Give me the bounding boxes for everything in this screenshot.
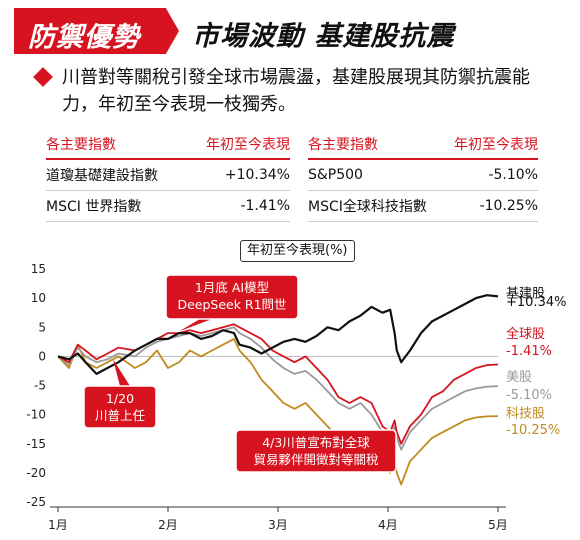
callout-box [165, 274, 299, 320]
callout-text: DeepSeek R1問世 [177, 297, 286, 312]
series-name-label: 科技股 [506, 406, 545, 421]
series-line-2 [57, 326, 499, 451]
callout-pointer [179, 319, 212, 332]
series-value-label: -10.25% [506, 423, 560, 438]
index-table-right: 各主要指數 年初至今表現 S&P500 -5.10% MSCI全球科技指數 -1… [308, 130, 538, 222]
y-tick-label: -10 [26, 408, 46, 422]
index-name: MSCI全球科技指數 [308, 190, 443, 222]
section-tag: 防禦優勢 [14, 8, 179, 54]
y-tick-label: -25 [26, 495, 46, 509]
y-tick-label: -15 [26, 437, 46, 451]
table-header-row: 各主要指數 年初至今表現 [46, 130, 290, 160]
x-tick-label: 2月 [158, 518, 178, 532]
index-value: +10.34% [185, 159, 290, 191]
table-header-row: 各主要指數 年初至今表現 [308, 130, 538, 160]
callout-text: 1月底 AI模型 [195, 280, 269, 295]
y-tick-label: 0 [38, 349, 46, 363]
y-tick-label: 15 [31, 262, 46, 276]
chart-title: 年初至今表現(%) [240, 240, 355, 262]
index-name: MSCI 世界指數 [46, 190, 186, 222]
y-tick-label: -20 [26, 466, 46, 480]
header-banner: 防禦優勢 市場波動 基建股抗震 [0, 0, 580, 62]
x-tick-label: 3月 [268, 518, 288, 532]
series-name-label: 全球股 [506, 326, 545, 342]
index-table-left: 各主要指數 年初至今表現 道瓊基礎建設指數 +10.34% MSCI 世界指數 … [46, 130, 290, 222]
series-value-label: -5.10% [506, 388, 552, 403]
y-tick-label: 10 [31, 291, 46, 305]
index-name: S&P500 [308, 159, 443, 191]
lead-paragraph: 川普對等關稅引發全球市場震盪，基建股展現其防禦抗震能力，年初至今表現一枝獨秀。 [62, 67, 530, 115]
callout-pointer [113, 359, 130, 386]
callout-box [235, 429, 397, 473]
callout-text: 貿易夥伴開徵對等關稅 [253, 452, 378, 467]
callout-box [83, 385, 157, 429]
col-header-ytd: 年初至今表現 [442, 130, 538, 160]
col-header-index: 各主要指數 [308, 130, 443, 160]
y-tick-label: -5 [34, 379, 46, 393]
x-tick-label: 4月 [378, 518, 398, 532]
x-tick-label: 5月 [488, 518, 508, 532]
x-tick-label: 1月 [48, 518, 68, 532]
index-value: -10.25% [442, 190, 538, 222]
series-line-3 [57, 338, 499, 486]
headline: 市場波動 基建股抗震 [192, 21, 455, 52]
table-row: MSCI全球科技指數 -10.25% [308, 190, 538, 222]
table-row: 道瓊基礎建設指數 +10.34% [46, 159, 290, 191]
index-name: 道瓊基礎建設指數 [46, 159, 186, 191]
index-value: -1.41% [185, 190, 290, 222]
series-value-label: -1.41% [506, 344, 552, 359]
series-value-label: +10.34% [506, 295, 566, 310]
callout-text: 川普上任 [95, 408, 145, 423]
y-tick-label: 5 [38, 320, 46, 334]
col-header-ytd: 年初至今表現 [185, 130, 290, 160]
index-value: -5.10% [442, 159, 538, 191]
col-header-index: 各主要指數 [46, 130, 186, 160]
series-name-label: 基建股 [506, 286, 545, 301]
series-name-label: 美股 [506, 370, 532, 385]
section-tag-label: 防禦優勢 [28, 22, 140, 53]
series-line-0 [57, 294, 499, 375]
callout-text: 1/20 [106, 391, 134, 406]
callout-text: 4/3川普宣布對全球 [262, 435, 370, 450]
table-row: MSCI 世界指數 -1.41% [46, 190, 290, 222]
table-row: S&P500 -5.10% [308, 159, 538, 191]
